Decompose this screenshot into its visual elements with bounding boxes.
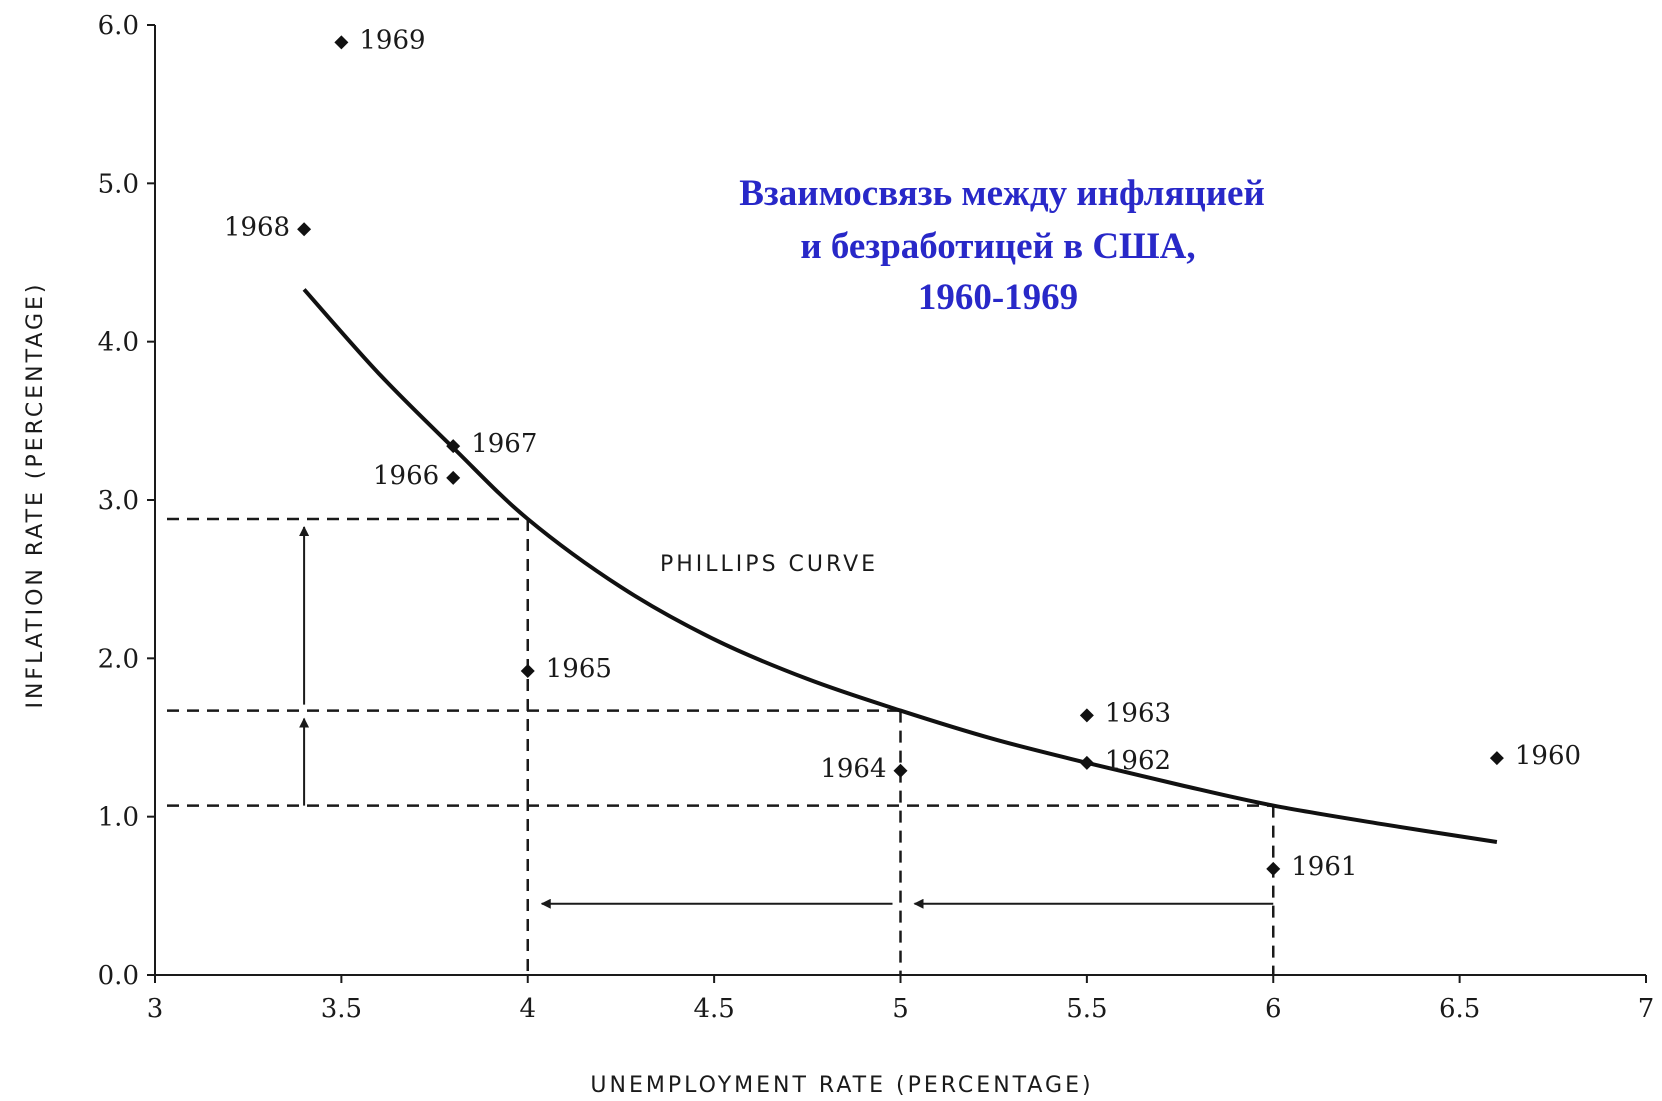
x-tick-label: 3.5 — [321, 994, 362, 1024]
y-axis-title: INFLATION RATE (PERCENTAGE) — [23, 281, 48, 708]
x-tick-label: 7 — [1638, 994, 1655, 1024]
axes: 3 3.5 4 4.5 5 5.5 6 6.5 7 0.0 1.0 2.0 3.0 4.0 5.0 6.0 — [98, 11, 1655, 1024]
x-tick-label: 5 — [892, 994, 909, 1024]
chart-title-line-2: и безработицей в США, — [800, 226, 1195, 267]
data-point-marker — [1266, 861, 1281, 876]
data-point-marker — [1079, 708, 1094, 723]
x-tick-label: 6.5 — [1439, 994, 1480, 1024]
y-tick-label: 4.0 — [98, 328, 139, 358]
data-point-label: 1961 — [1291, 852, 1357, 882]
x-tick-label: 6 — [1265, 994, 1282, 1024]
curve-label: PHILLIPS CURVE — [660, 552, 878, 577]
x-tick-label: 4 — [519, 994, 536, 1024]
data-points: 1960 1961 1962 1963 1964 1965 1966 1967 1968 1969 — [224, 25, 1581, 882]
data-point-label: 1963 — [1105, 698, 1171, 728]
y-tick-label: 1.0 — [98, 803, 139, 833]
data-point-label: 1968 — [224, 212, 290, 242]
x-tick-label: 5.5 — [1066, 994, 1107, 1024]
data-point-marker — [446, 439, 461, 454]
y-tick-label: 5.0 — [98, 169, 139, 199]
chart-title: Взаимосвязь между инфляцией и безработиц… — [739, 173, 1265, 318]
data-point-marker — [893, 763, 908, 778]
shift-arrows — [299, 526, 1274, 909]
data-point-label: 1967 — [471, 429, 537, 459]
data-point-marker — [1489, 751, 1504, 766]
data-point-marker — [1079, 755, 1094, 770]
data-point-marker — [520, 664, 535, 678]
data-point-label: 1960 — [1515, 741, 1581, 771]
y-tick-label: 2.0 — [98, 644, 139, 674]
chart-title-line-1: Взаимосвязь между инфляцией — [739, 173, 1265, 214]
data-point-label: 1966 — [373, 461, 439, 491]
data-point-marker — [297, 222, 312, 237]
reference-lines — [167, 517, 1275, 975]
data-point-label: 1962 — [1105, 746, 1171, 776]
data-point-label: 1964 — [820, 754, 886, 784]
y-tick-label: 3.0 — [98, 486, 139, 516]
y-tick-label: 6.0 — [98, 11, 139, 41]
x-tick-label: 4.5 — [693, 994, 734, 1024]
data-point-marker — [446, 470, 461, 485]
chart-title-line-3: 1960-1969 — [918, 277, 1078, 318]
data-point-label: 1969 — [359, 25, 425, 55]
x-tick-label: 3 — [147, 994, 164, 1024]
y-tick-label: 0.0 — [98, 961, 139, 991]
data-point-label: 1965 — [546, 654, 612, 684]
data-point-marker — [334, 35, 349, 50]
x-axis-title: UNEMPLOYMENT RATE (PERCENTAGE) — [590, 1073, 1093, 1098]
